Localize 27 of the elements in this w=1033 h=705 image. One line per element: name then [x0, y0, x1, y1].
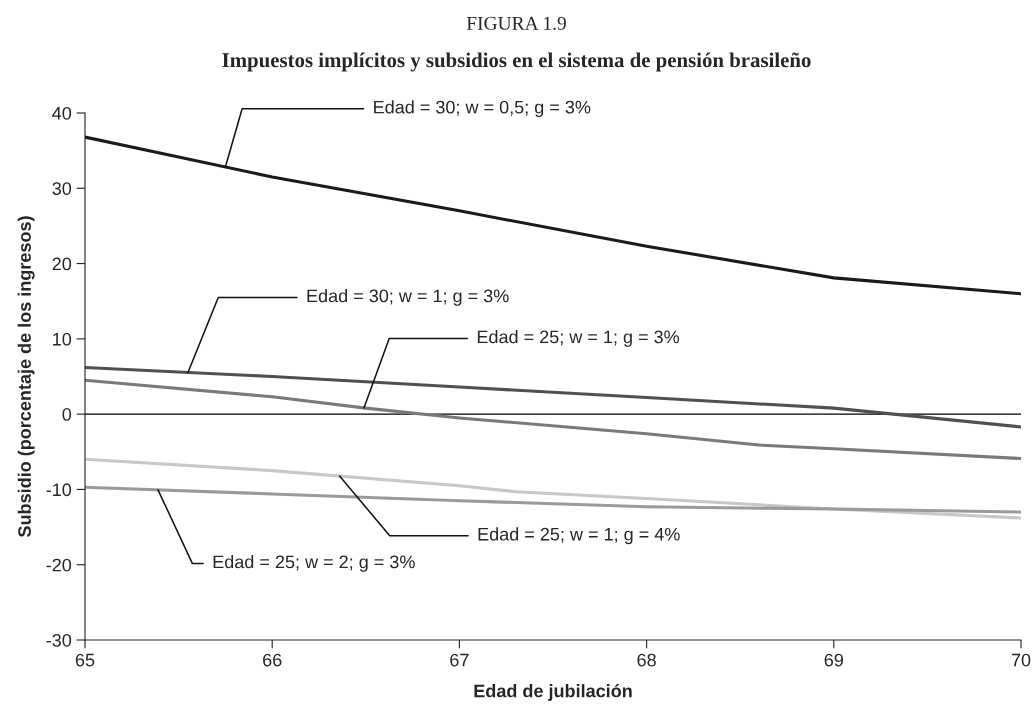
x-tick-label: 70 [1011, 653, 1031, 667]
x-tick-label: 68 [637, 653, 656, 667]
chart-subtitle: Impuestos implícitos y subsidios en el sistema de pensión brasileño [222, 52, 811, 72]
line-series [85, 485, 1021, 514]
y-tick-label: 30 [52, 182, 72, 196]
x-tick-label: 66 [263, 653, 282, 667]
y-tick-label: 10 [53, 332, 72, 346]
y-tick-label: 40 [52, 106, 72, 120]
y-tick-label: -30 [46, 633, 72, 647]
y-tick-label: 0 [62, 408, 72, 421]
x-tick-label: 69 [824, 653, 843, 667]
x-tick-label: 67 [450, 653, 469, 667]
text: Edad = 30; w = 0,5; g = 3% [374, 100, 591, 118]
x-axis-title: Edad de jubilación [474, 683, 632, 701]
line-series [85, 365, 1021, 429]
series-label: Edad = 25; w = 1; g = 4% [478, 527, 680, 545]
chart-title: FIGURA 1.9 [466, 16, 566, 30]
text: Edad = 25; w = 2; g = 3% [213, 555, 415, 572]
x-tick-label: 65 [75, 653, 95, 667]
text: Edad = 30; w = 1; g = 3% [307, 289, 509, 306]
y-tick-label: 20 [52, 257, 72, 271]
y-axis-title: Subsidio (porcentaje de los ingresos) [17, 216, 35, 537]
line-series [85, 457, 1021, 520]
y-tick-label: -20 [46, 558, 72, 572]
text: Edad = 25; w = 1; g = 3% [477, 330, 680, 347]
y-tick-label: -10 [46, 483, 72, 497]
line-series [85, 378, 1021, 461]
